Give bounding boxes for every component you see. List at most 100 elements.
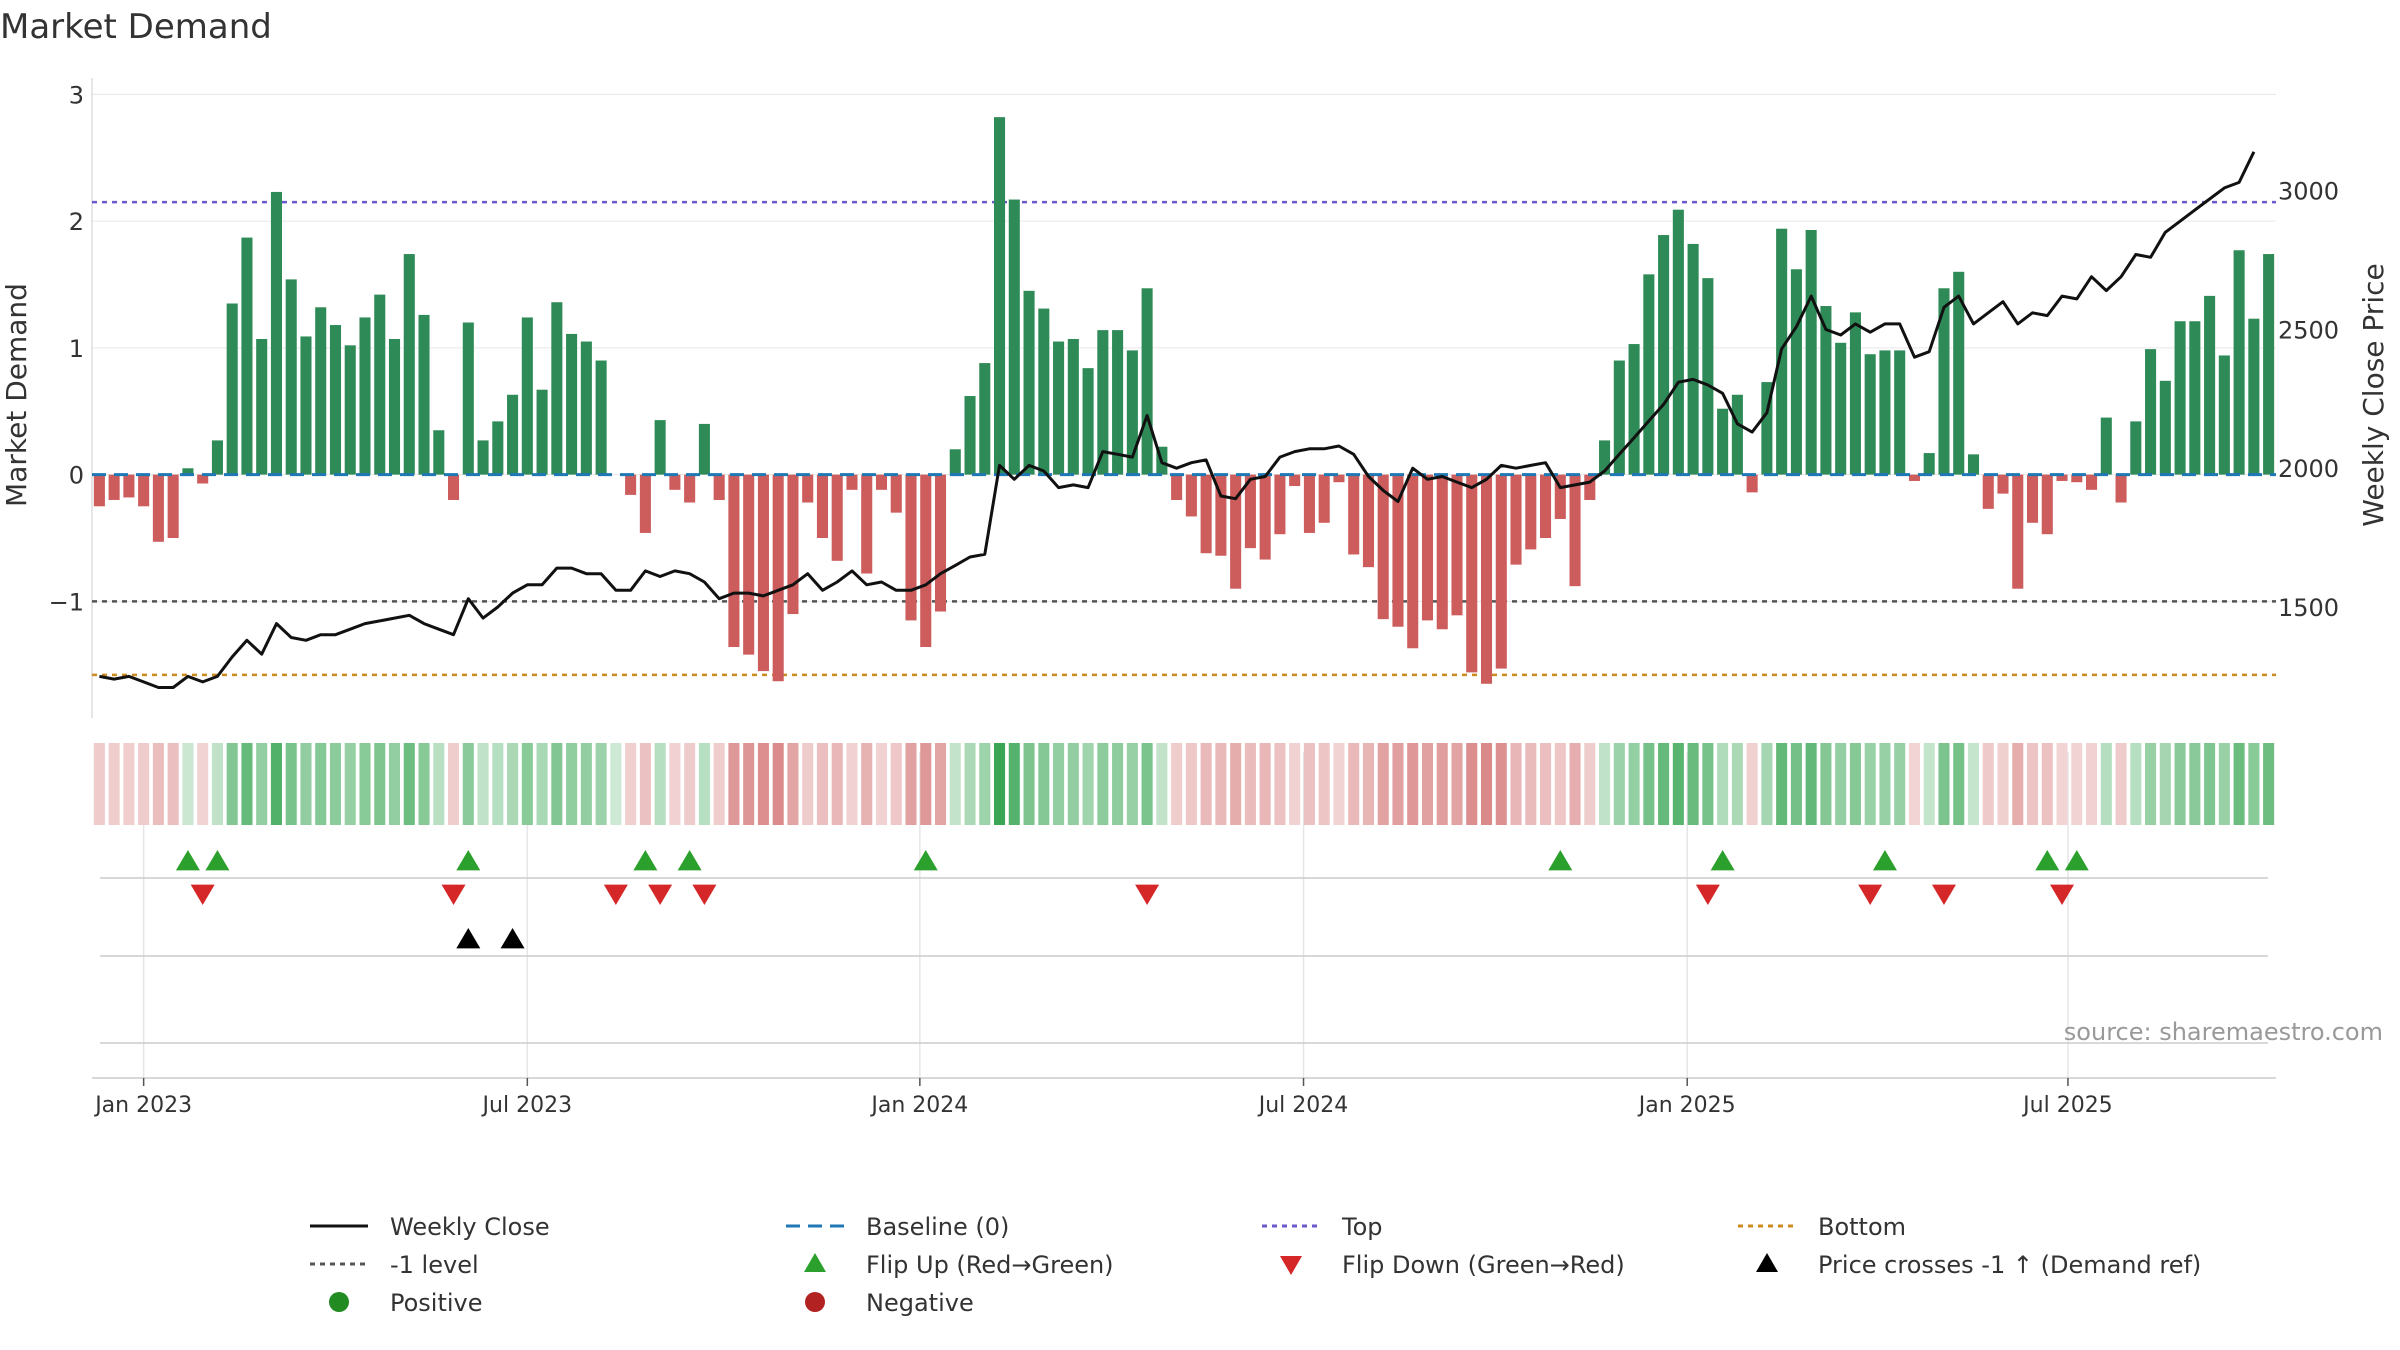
bar: [920, 474, 932, 648]
bar: [138, 474, 150, 507]
bar: [1023, 290, 1035, 475]
heat-cell: [743, 743, 755, 825]
heat-cell: [1038, 743, 1050, 825]
bar: [1466, 474, 1478, 673]
heat-cell: [226, 743, 238, 825]
bar: [1318, 474, 1330, 523]
bar: [1982, 474, 1994, 509]
heat-cell: [1141, 743, 1153, 825]
heat-cell: [1953, 743, 1965, 825]
heat-cell: [698, 743, 710, 825]
bar: [1569, 474, 1581, 587]
bar: [1820, 306, 1832, 475]
bar: [93, 474, 105, 507]
heat-cell: [1421, 743, 1434, 825]
heat-cell: [846, 743, 858, 825]
heat-cell: [285, 743, 297, 825]
heat-cell: [772, 743, 784, 825]
bar: [241, 237, 253, 475]
heat-cell: [831, 743, 843, 825]
heat-cell: [1362, 743, 1374, 825]
bar: [1362, 474, 1374, 568]
heat-cell: [1835, 743, 1847, 825]
legend-label-weekly-close: Weekly Close: [390, 1213, 550, 1241]
bar: [1348, 474, 1360, 555]
heat-cell: [1082, 743, 1094, 825]
legend-swatch-flip-down: [1280, 1256, 1302, 1275]
heat-cell: [2204, 743, 2216, 825]
heat-cell: [1200, 743, 1212, 825]
bar: [1761, 382, 1773, 475]
flip-up-marker: [205, 850, 230, 871]
legend-label-positive: Positive: [390, 1289, 483, 1317]
flip-up-marker: [1548, 850, 1573, 871]
heat-cell: [418, 743, 430, 825]
heat-cell: [1407, 743, 1419, 825]
bar: [2159, 380, 2171, 475]
y-tick-label: 3: [69, 81, 84, 109]
heat-cell: [1333, 743, 1345, 825]
heat-cell: [1584, 743, 1596, 825]
legend-label-flip-up: Flip Up (Red→Green): [866, 1251, 1114, 1279]
heat-cell: [2115, 743, 2127, 825]
bar: [743, 474, 755, 655]
bar: [1790, 269, 1802, 475]
heat-cell: [2130, 743, 2142, 825]
bar: [388, 338, 401, 475]
y2-tick-label: 1500: [2278, 594, 2339, 622]
bar: [256, 338, 268, 475]
bar: [315, 307, 327, 475]
flip-up-marker: [2035, 850, 2060, 871]
heat-cell: [979, 743, 991, 825]
heat-cell: [861, 743, 873, 825]
bar: [1097, 330, 1109, 475]
bar: [994, 117, 1006, 475]
demand-heat-strip: [93, 743, 2275, 825]
bar: [108, 474, 120, 500]
heat-cell: [1717, 743, 1729, 825]
heat-cell: [2189, 743, 2201, 825]
bar: [1658, 235, 1670, 475]
flip-up-marker: [456, 850, 481, 871]
bar: [1112, 330, 1124, 475]
heat-cell: [1156, 743, 1168, 825]
bar: [1392, 474, 1404, 627]
heat-cell: [2263, 743, 2275, 825]
bar: [344, 345, 356, 475]
heat-cell: [1923, 743, 1935, 825]
y-tick-label: 0: [69, 462, 84, 490]
bar: [1864, 354, 1876, 475]
heat-cell: [1864, 743, 1876, 825]
bar: [374, 294, 386, 475]
bar: [285, 279, 297, 475]
heat-cell: [388, 743, 401, 825]
price-cross-marker: [500, 928, 525, 949]
heat-cell: [787, 743, 799, 825]
bar: [2248, 318, 2260, 475]
bar: [1540, 474, 1552, 538]
bar: [713, 474, 725, 500]
price-cross-marker: [456, 928, 481, 949]
bar: [1008, 199, 1020, 475]
bar: [728, 474, 740, 648]
heat-cell: [1820, 743, 1832, 825]
bar: [226, 303, 238, 475]
heat-cell: [1289, 743, 1301, 825]
bar: [802, 474, 814, 503]
bar: [1126, 350, 1138, 475]
heat-cell: [197, 743, 209, 825]
legend-swatch-negative: [805, 1292, 825, 1312]
heat-cell: [1303, 743, 1315, 825]
heat-cell: [1776, 743, 1788, 825]
heat-cell: [374, 743, 386, 825]
heat-cell: [551, 743, 563, 825]
bar: [182, 468, 194, 475]
legend-swatch-flip-up: [804, 1253, 826, 1272]
bar: [1628, 344, 1640, 475]
bar: [2145, 349, 2157, 475]
heat-cell: [108, 743, 120, 825]
legend-label-baseline: Baseline (0): [866, 1213, 1009, 1241]
heat-cell: [625, 743, 637, 825]
bar: [1731, 394, 1743, 475]
